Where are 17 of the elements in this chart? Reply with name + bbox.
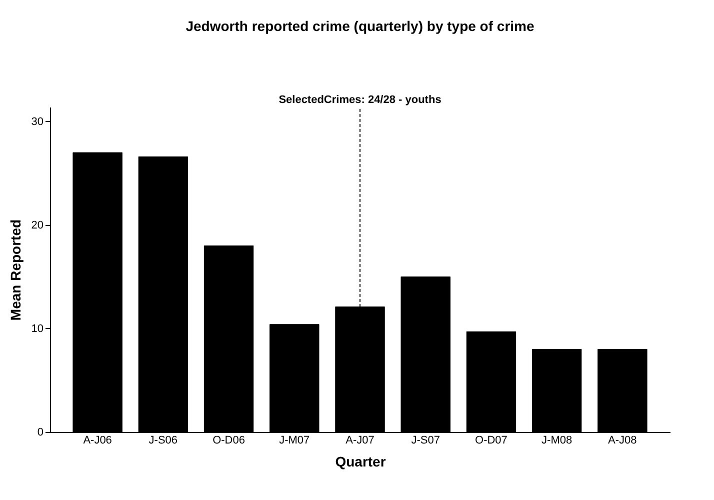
x-tick-label: J-M07: [279, 434, 310, 446]
x-tick-label: A-J08: [608, 434, 637, 446]
y-tick-label: 20: [31, 219, 44, 232]
x-tick-label: J-S06: [148, 434, 178, 446]
y-tick-label: 30: [31, 116, 44, 128]
x-axis-title: Quarter: [335, 454, 386, 470]
x-tick-label: O-D06: [212, 434, 245, 446]
ref-line-label: SelectedCrimes: 24/28 - youths: [278, 94, 442, 106]
y-axis-title: Mean Reported: [7, 219, 24, 321]
x-tick-label: A-J07: [346, 434, 374, 446]
x-tick-label: J-M08: [542, 434, 572, 446]
x-tick-label: J-S07: [411, 434, 440, 446]
chart-title: Jedworth reported crime (quarterly) by type of crime: [186, 18, 534, 34]
y-tick-label: 10: [31, 322, 44, 335]
x-tick-label: O-D07: [475, 434, 508, 446]
y-tick-label: 0: [37, 426, 44, 438]
x-tick-label: A-J06: [83, 434, 112, 446]
